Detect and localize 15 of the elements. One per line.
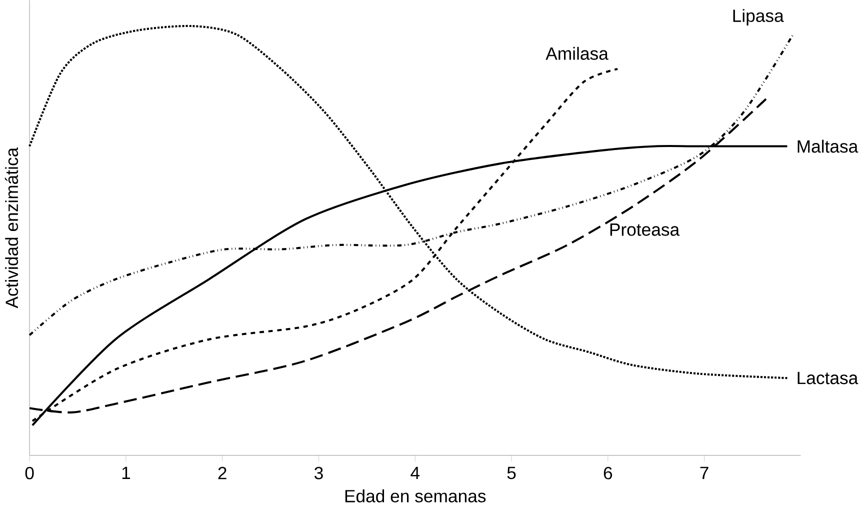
series-label: Amilasa bbox=[546, 46, 608, 60]
x-tick-label: 5 bbox=[507, 466, 516, 479]
series-label: Maltasa bbox=[798, 140, 858, 153]
x-tick-label: 4 bbox=[410, 466, 420, 479]
x-tick-label: 1 bbox=[122, 466, 130, 479]
x-tick-label: 0 bbox=[25, 466, 34, 480]
x-tick-label: 3 bbox=[314, 466, 323, 480]
x-tick-label: 7 bbox=[700, 466, 708, 479]
series-label: Proteasa bbox=[610, 223, 680, 236]
series-label: Lactasa bbox=[798, 372, 858, 384]
x-axis-title: Edad en semanas bbox=[345, 489, 486, 502]
x-tick-label: 6 bbox=[604, 466, 612, 480]
y-axis-title: Actividad enzimática bbox=[4, 147, 18, 308]
series-label: Lipasa bbox=[733, 8, 784, 26]
x-tick-label: 2 bbox=[218, 466, 226, 480]
